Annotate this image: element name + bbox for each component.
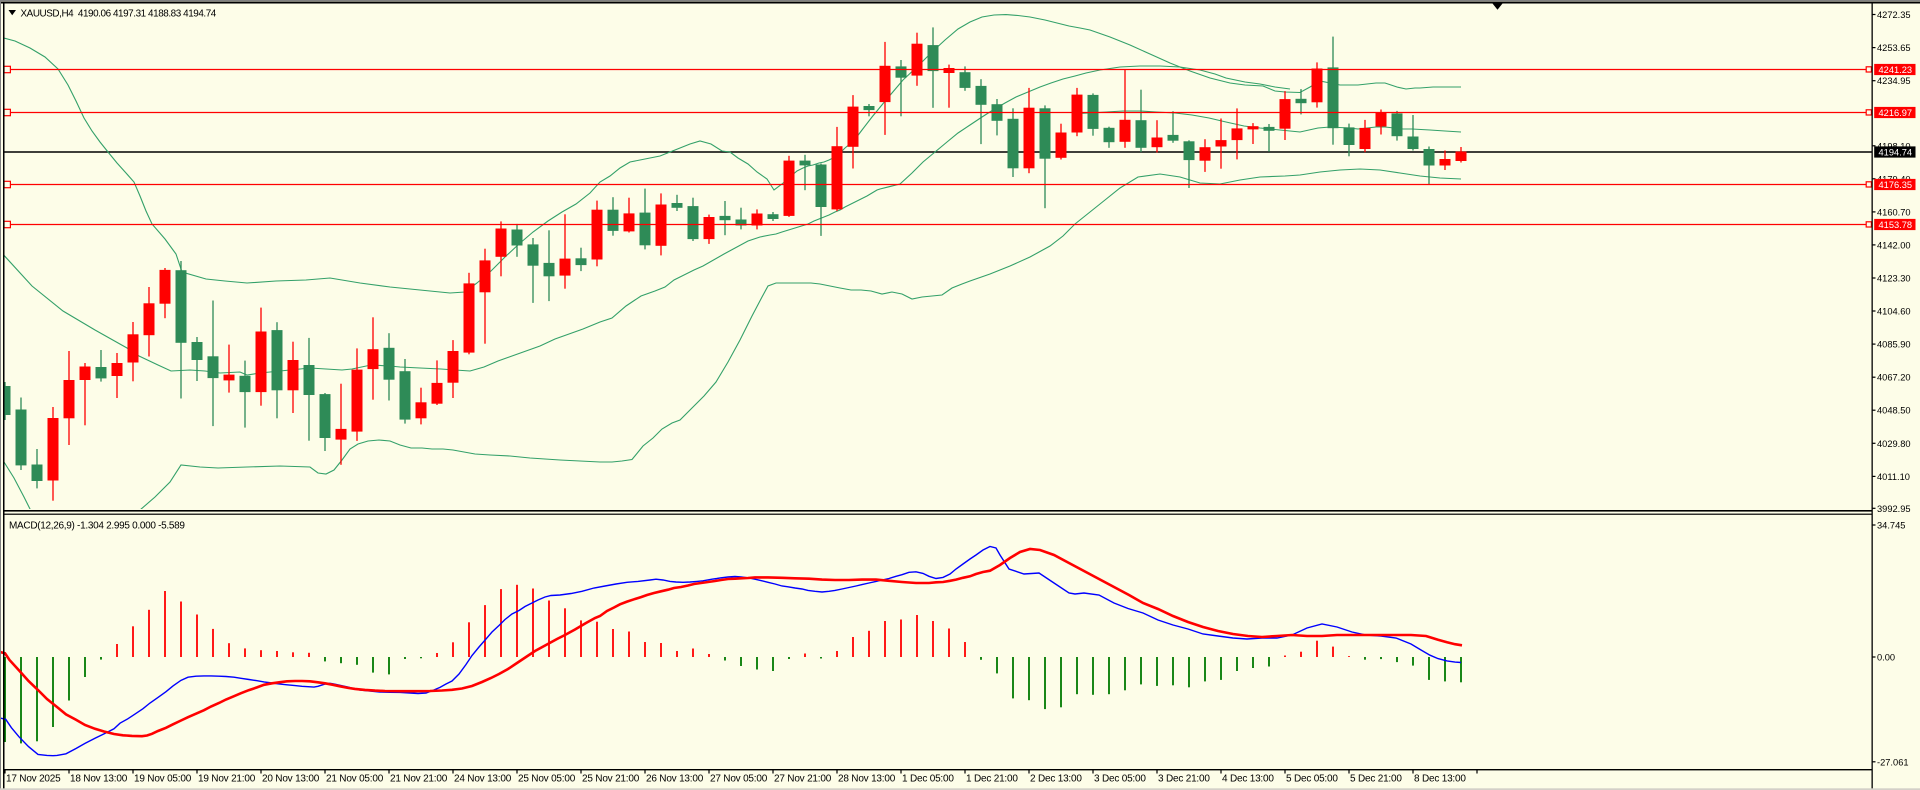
- svg-text:28 Nov 13:00: 28 Nov 13:00: [838, 773, 896, 784]
- svg-text:4085.90: 4085.90: [1877, 340, 1911, 350]
- svg-text:2 Dec 13:00: 2 Dec 13:00: [1030, 773, 1082, 784]
- svg-text:4234.95: 4234.95: [1877, 76, 1911, 86]
- svg-text:4216.97: 4216.97: [1879, 108, 1913, 118]
- svg-text:1 Dec 21:00: 1 Dec 21:00: [966, 773, 1018, 784]
- svg-text:4011.10: 4011.10: [1877, 472, 1910, 482]
- svg-text:4153.78: 4153.78: [1879, 220, 1913, 230]
- svg-text:34.745: 34.745: [1877, 521, 1905, 531]
- svg-text:XAUUSD,H4 4190.06 4197.31 418: XAUUSD,H4 4190.06 4197.31 4188.83 4194.7…: [21, 9, 217, 20]
- svg-text:4123.30: 4123.30: [1877, 274, 1911, 284]
- svg-text:5 Dec 21:00: 5 Dec 21:00: [1350, 773, 1402, 784]
- svg-text:17 Nov 2025: 17 Nov 2025: [6, 773, 61, 784]
- svg-text:4104.60: 4104.60: [1877, 307, 1911, 317]
- svg-text:27 Nov 21:00: 27 Nov 21:00: [774, 773, 832, 784]
- svg-text:25 Nov 05:00: 25 Nov 05:00: [518, 773, 576, 784]
- svg-text:21 Nov 05:00: 21 Nov 05:00: [326, 773, 384, 784]
- svg-text:5 Dec 05:00: 5 Dec 05:00: [1286, 773, 1338, 784]
- svg-text:3992.95: 3992.95: [1877, 504, 1911, 514]
- svg-text:27 Nov 05:00: 27 Nov 05:00: [710, 773, 768, 784]
- svg-text:24 Nov 13:00: 24 Nov 13:00: [454, 773, 512, 784]
- svg-text:4198.10: 4198.10: [1877, 141, 1911, 151]
- svg-text:8 Dec 13:00: 8 Dec 13:00: [1414, 773, 1466, 784]
- svg-text:4067.20: 4067.20: [1877, 373, 1911, 383]
- svg-text:4160.70: 4160.70: [1877, 207, 1911, 217]
- svg-text:4241.23: 4241.23: [1879, 65, 1913, 75]
- svg-text:3 Dec 05:00: 3 Dec 05:00: [1094, 773, 1146, 784]
- svg-text:4176.35: 4176.35: [1879, 180, 1913, 190]
- svg-text:18 Nov 13:00: 18 Nov 13:00: [70, 773, 128, 784]
- svg-text:4253.65: 4253.65: [1877, 43, 1911, 53]
- svg-text:4142.00: 4142.00: [1877, 240, 1911, 250]
- svg-text:19 Nov 05:00: 19 Nov 05:00: [134, 773, 192, 784]
- svg-text:4029.80: 4029.80: [1877, 439, 1911, 449]
- svg-text:25 Nov 21:00: 25 Nov 21:00: [582, 773, 640, 784]
- svg-text:-27.061: -27.061: [1877, 757, 1909, 767]
- svg-text:4272.35: 4272.35: [1877, 10, 1911, 20]
- svg-text:19 Nov 21:00: 19 Nov 21:00: [198, 773, 256, 784]
- svg-text:MACD(12,26,9) -1.304 2.995 0.0: MACD(12,26,9) -1.304 2.995 0.000 -5.589: [9, 521, 185, 532]
- svg-text:1 Dec 05:00: 1 Dec 05:00: [902, 773, 954, 784]
- svg-text:26 Nov 13:00: 26 Nov 13:00: [646, 773, 704, 784]
- svg-text:4048.50: 4048.50: [1877, 406, 1911, 416]
- svg-text:4194.74: 4194.74: [1879, 148, 1913, 158]
- svg-text:0.00: 0.00: [1877, 653, 1895, 663]
- svg-text:4 Dec 13:00: 4 Dec 13:00: [1222, 773, 1274, 784]
- svg-text:21 Nov 21:00: 21 Nov 21:00: [390, 773, 448, 784]
- svg-text:20 Nov 13:00: 20 Nov 13:00: [262, 773, 320, 784]
- svg-text:3 Dec 21:00: 3 Dec 21:00: [1158, 773, 1210, 784]
